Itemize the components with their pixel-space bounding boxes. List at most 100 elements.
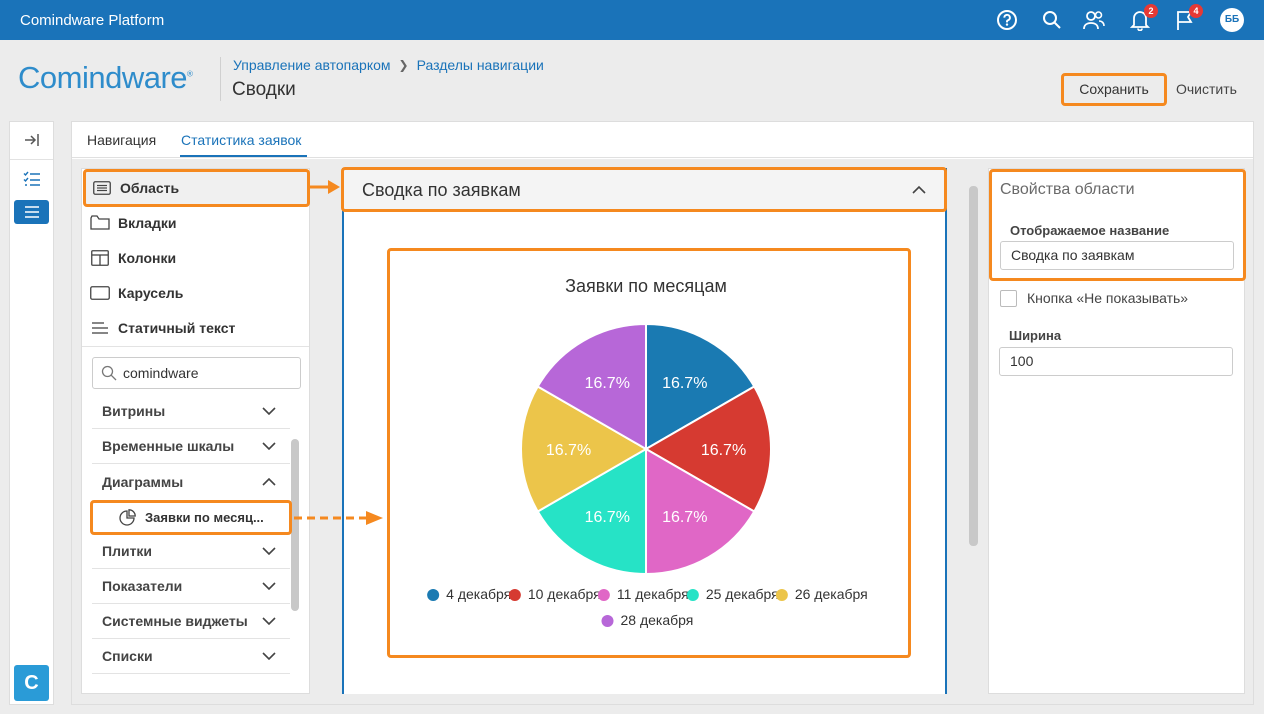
properties-panel: Свойства области Отображаемое название С… (988, 168, 1246, 694)
toolbox-item-area[interactable]: Область (83, 169, 310, 207)
category-indicators[interactable]: Показатели (92, 569, 290, 604)
pie-chart: Заявки по месяцам 16.7% 16.7% 16.7% 16.7% 16… (427, 276, 868, 628)
toolbox-search-input[interactable]: comindware (92, 357, 301, 389)
chevron-down-icon (262, 407, 276, 415)
search-icon[interactable] (1040, 8, 1064, 32)
properties-title: Свойства области (1000, 181, 1135, 198)
tab-request-stats[interactable]: Статистика заявок (181, 132, 302, 148)
legend-marker (597, 589, 610, 601)
app-title: Comindware Platform (20, 12, 165, 29)
legend-item[interactable]: 25 декабря (686, 586, 779, 602)
list-icon[interactable] (14, 200, 49, 224)
legend-label: 26 декабря (795, 586, 868, 602)
category-label: Показатели (102, 578, 183, 594)
legend-item[interactable]: 10 декабря (508, 586, 601, 602)
legend-marker (686, 589, 699, 601)
bell-icon[interactable]: 2 (1128, 4, 1158, 32)
toolbox-scrollbar[interactable] (291, 439, 299, 611)
area-header[interactable]: Сводка по заявкам (341, 167, 947, 212)
comindware-app-icon[interactable]: C (14, 665, 49, 701)
legend-label: 10 декабря (528, 586, 601, 602)
flag-icon[interactable]: 4 (1173, 4, 1203, 32)
category-lists[interactable]: Списки (92, 639, 290, 674)
pie-chart-icon (119, 508, 136, 526)
legend-item[interactable]: 11 декабря (597, 586, 689, 602)
header-divider (220, 57, 221, 101)
category-showcases[interactable]: Витрины (92, 397, 290, 429)
category-system-widgets[interactable]: Системные виджеты (92, 604, 290, 639)
chart-widget[interactable]: Заявки по месяцам 16.7% 16.7% 16.7% 16.7% 16… (387, 248, 911, 658)
legend-item[interactable]: 26 декабря (775, 586, 868, 602)
pie-slice-label: 16.7% (585, 375, 630, 392)
chart-widget-item[interactable]: Заявки по месяц... (90, 500, 292, 535)
legend-label: 28 декабря (621, 612, 694, 628)
width-field[interactable]: 100 (999, 347, 1233, 376)
clear-button[interactable]: Очистить (1176, 81, 1237, 97)
chevron-right-icon: ❯ (398, 58, 409, 72)
legend-label: 4 декабря (446, 586, 511, 602)
breadcrumb: Управление автопарком ❯ Разделы навигаци… (233, 57, 544, 73)
category-label: Временные шкалы (102, 438, 235, 454)
legend-item[interactable]: 4 декабря (427, 586, 511, 602)
pie-slice-label: 16.7% (662, 509, 707, 526)
hide-button-label: Кнопка «Не показывать» (1027, 290, 1189, 306)
pie-slice-1[interactable] (645, 322, 756, 451)
users-icon[interactable] (1082, 8, 1106, 32)
legend-item[interactable]: 28 декабря (601, 612, 694, 628)
toolbox-item-tabs[interactable]: Вкладки (90, 208, 176, 238)
pie-slice-3[interactable] (645, 447, 756, 576)
legend-marker (508, 589, 521, 601)
chart-widget-label: Заявки по месяц... (145, 510, 264, 525)
pie-slice-4[interactable] (536, 447, 647, 576)
toolbox-item-carousel[interactable]: Карусель (90, 278, 183, 308)
hide-button-checkbox[interactable] (1000, 290, 1017, 307)
widget-categories: Витрины Временные шкалы Диаграммы Плитки… (82, 397, 309, 683)
pie-slice-5[interactable] (520, 385, 648, 513)
breadcrumb-link-fleet[interactable]: Управление автопарком (233, 57, 391, 73)
chevron-down-icon (262, 582, 276, 590)
tabs-bar: Навигация Статистика заявок (72, 122, 1253, 158)
legend-label: 25 декабря (706, 586, 779, 602)
folder-icon (90, 214, 110, 232)
list-box-icon (92, 179, 112, 197)
category-charts[interactable]: Диаграммы (92, 464, 290, 499)
toolbox-item-static-text[interactable]: Статичный текст (90, 313, 235, 343)
pie-slice-2[interactable] (644, 385, 772, 513)
checklist-icon[interactable] (14, 167, 49, 191)
breadcrumb-link-navigation[interactable]: Разделы навигации (416, 57, 544, 73)
legend-marker (775, 589, 788, 601)
comindware-logo: Comindware® (18, 60, 193, 95)
chevron-up-icon[interactable] (912, 181, 926, 199)
category-tiles[interactable]: Плитки (92, 534, 290, 569)
toolbox-item-columns[interactable]: Колонки (90, 243, 176, 273)
category-label: Списки (102, 648, 153, 664)
legend-label: 11 декабря (617, 586, 689, 602)
area-title: Сводка по заявкам (362, 180, 521, 200)
save-button[interactable]: Сохранить (1061, 73, 1167, 106)
search-value: comindware (123, 365, 199, 381)
columns-icon (90, 249, 110, 267)
pie-slice-6[interactable] (536, 322, 647, 451)
tab-navigation[interactable]: Навигация (87, 132, 157, 148)
pie-slice-label: 16.7% (585, 509, 630, 526)
canvas-scrollbar[interactable] (969, 186, 978, 546)
help-icon[interactable] (995, 8, 1019, 32)
chevron-down-icon (262, 617, 276, 625)
display-name-field[interactable]: Сводка по заявкам (1000, 241, 1234, 270)
category-label: Диаграммы (102, 473, 184, 490)
page-title: Сводки (232, 79, 296, 100)
properties-header-box: Свойства области Отображаемое название С… (989, 169, 1246, 281)
chevron-down-icon (262, 547, 276, 555)
active-tab-indicator (180, 155, 307, 157)
legend-marker (601, 615, 614, 627)
category-label: Плитки (102, 543, 153, 559)
avatar[interactable]: ББ (1220, 8, 1244, 32)
chevron-down-icon (262, 442, 276, 450)
category-timelines[interactable]: Временные шкалы (92, 429, 290, 464)
chevron-up-icon (262, 477, 276, 486)
toolbox-panel: Область Вкладки Колонки Карусель Статичн… (81, 168, 310, 694)
toolbox-item-label: Вкладки (118, 215, 177, 231)
chart-title: Заявки по месяцам (565, 276, 727, 296)
toolbox-item-label: Статичный текст (118, 320, 236, 336)
collapse-icon[interactable] (14, 128, 49, 152)
